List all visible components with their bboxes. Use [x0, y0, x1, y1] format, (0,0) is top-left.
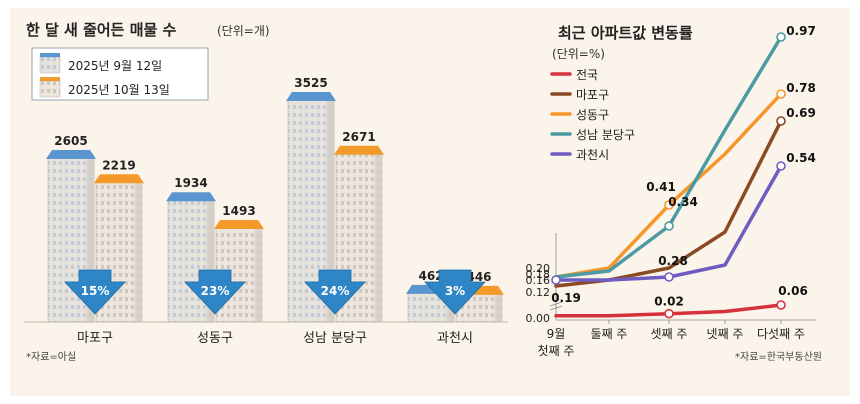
y-axis: 0.00 0.120.160.180.20 [526, 233, 816, 325]
legend-item: 전국 [550, 68, 598, 82]
data-label: 0.34 [668, 195, 698, 209]
infographic: 한 달 새 줄어든 매물 수 (단위=개) 2025년 9월 12일 2025년… [10, 8, 850, 396]
point-marker [776, 89, 786, 99]
y-tick-label: 0.00 [526, 312, 551, 325]
line-chart-title: 최근 아파트값 변동률 [558, 24, 693, 42]
data-label: 0.28 [658, 254, 688, 268]
legend-label-sep: 2025년 9월 12일 [68, 59, 162, 73]
data-label: 0.19 [551, 291, 581, 305]
point-marker [664, 308, 674, 319]
decrease-percent-label: 15% [81, 284, 110, 298]
down-arrow-icon [304, 269, 366, 315]
decrease-percent-label: 23% [201, 284, 230, 298]
point-marker [776, 300, 786, 310]
bar-category-label: 성남 분당구 [303, 331, 367, 346]
bar-chart-title: 한 달 새 줄어든 매물 수 [26, 21, 177, 39]
bar-category-label: 과천시 [437, 331, 473, 346]
bar-group: 2605 2219 15% 마포구 [46, 134, 144, 346]
bar-group: 3525 2671 24% 성남 분당구 [286, 76, 384, 346]
bar-oct [214, 219, 264, 323]
bar-value-label: 2219 [102, 158, 135, 172]
bar-category-label: 마포구 [77, 331, 113, 346]
y-tick-label: 0.12 [526, 286, 551, 299]
building-icon [39, 53, 61, 74]
legend-label-oct: 2025년 10월 13일 [68, 83, 170, 97]
bar-value-label: 446 [466, 270, 491, 284]
legend-item: 마포구 [550, 88, 609, 102]
decrease-percent-label: 24% [321, 284, 350, 298]
legend-label: 성동구 [576, 108, 609, 122]
bar-value-label: 1493 [222, 204, 255, 218]
bar-value-label: 3525 [294, 76, 327, 90]
y-tick-label: 0.20 [526, 262, 551, 275]
legend-item: 성남 분당구 [550, 128, 635, 142]
data-label: 0.78 [786, 81, 816, 95]
bar-chart-unit: (단위=개) [217, 24, 270, 38]
bar-sep [46, 149, 96, 323]
point-marker [776, 161, 786, 171]
down-arrow-icon [424, 269, 486, 315]
data-label: 0.06 [778, 284, 808, 298]
bar-value-label: 2671 [342, 130, 375, 144]
x-tick-label: 넷째 주 [707, 327, 744, 341]
point-marker [776, 32, 786, 42]
bar-category-label: 성동구 [197, 331, 233, 346]
bar-value-label: 1934 [174, 176, 207, 190]
axis-break [549, 301, 563, 307]
data-label: 0.02 [654, 295, 684, 309]
series-line [554, 119, 783, 288]
down-arrow-icon [64, 269, 126, 315]
legend-label: 성남 분당구 [576, 128, 635, 142]
bar-chart-source: *자료=아실 [26, 351, 76, 363]
legend-label: 과천시 [576, 147, 609, 162]
point-marker [664, 272, 674, 282]
data-label: 0.41 [646, 180, 676, 194]
legend-item: 과천시 [550, 147, 609, 162]
line-chart-unit: (단위=%) [552, 47, 605, 61]
x-tick-label: 다섯째 주 [757, 327, 805, 341]
point-marker [551, 275, 561, 285]
data-label: 0.69 [786, 106, 816, 120]
point-marker [664, 221, 674, 231]
y-tick-label: 0.16 [526, 274, 551, 287]
decrease-percent-label: 3% [445, 284, 465, 298]
chart-canvas: 한 달 새 줄어든 매물 수 (단위=개) 2025년 9월 12일 2025년… [24, 21, 822, 363]
axis-break [549, 305, 563, 311]
legend-item: 성동구 [550, 108, 609, 122]
y-tick-label: 0.18 [526, 268, 551, 281]
point-marker [776, 116, 786, 126]
x-tick-label: 둘째 주 [591, 327, 628, 341]
bar-legend: 2025년 9월 12일 2025년 10월 13일 [31, 47, 209, 101]
legend-label: 마포구 [576, 88, 609, 102]
bar-chart: 한 달 새 줄어든 매물 수 (단위=개) 2025년 9월 12일 2025년… [24, 21, 508, 363]
legend-box [31, 47, 209, 101]
legend-label: 전국 [576, 68, 598, 82]
bar-value-label: 462 [418, 269, 443, 283]
line-chart-source: *자료=한국부동산원 [735, 351, 822, 363]
data-label: 0.54 [786, 151, 816, 165]
bar-value-label: 2605 [54, 134, 87, 148]
data-label: 0.97 [786, 24, 816, 38]
x-tick-label: 셋째 주 [651, 327, 688, 341]
bar-group: 1934 1493 23% 성동구 [166, 176, 264, 346]
point-marker [664, 200, 674, 210]
x-tick-label: 9월 첫째 주 [538, 327, 575, 358]
down-arrow-icon [184, 269, 246, 315]
building-icon [39, 77, 61, 98]
